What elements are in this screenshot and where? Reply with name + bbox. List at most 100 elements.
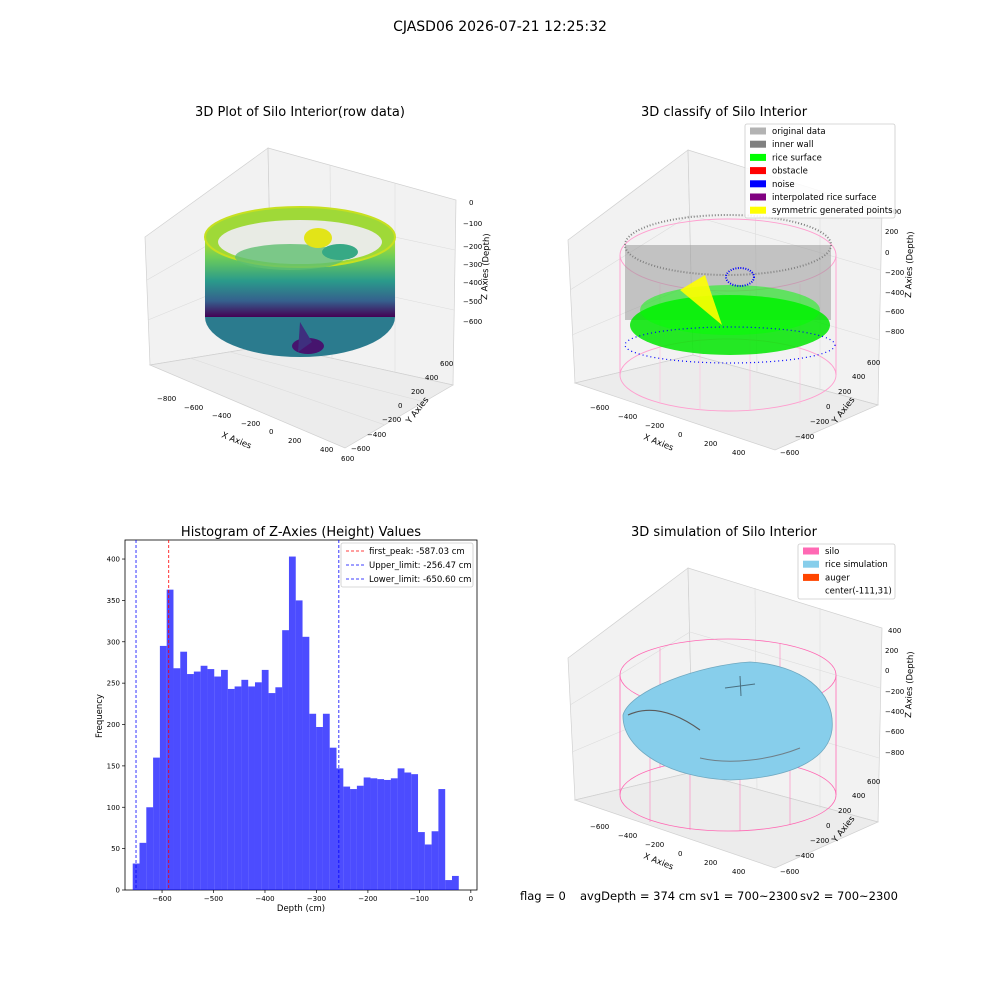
- legend-label: original data: [772, 127, 826, 137]
- histogram-panel: Histogram of Z-Axies (Height) Values −60…: [95, 525, 478, 914]
- histogram-x-tick-label: 0: [469, 895, 473, 903]
- histogram-bar: [438, 789, 446, 890]
- legend-swatch: [803, 560, 819, 568]
- svg-text:−200: −200: [645, 422, 664, 430]
- flag-status: flag = 0: [520, 889, 566, 903]
- histogram-bar: [411, 774, 419, 890]
- histogram-bar: [356, 785, 364, 890]
- svg-text:−200: −200: [810, 418, 829, 426]
- svg-text:400: 400: [852, 373, 865, 381]
- svg-text:−100: −100: [463, 220, 482, 228]
- svg-text:−600: −600: [351, 445, 370, 453]
- histogram-bar: [234, 686, 242, 890]
- svg-text:−800: −800: [885, 749, 904, 757]
- svg-text:−600: −600: [780, 868, 799, 876]
- svg-text:0: 0: [269, 428, 273, 436]
- histogram-bar: [309, 713, 317, 890]
- histogram-bar: [397, 768, 405, 890]
- svg-text:0: 0: [885, 249, 889, 257]
- histogram-bar: [295, 600, 303, 890]
- legend-swatch: [750, 180, 766, 188]
- svg-text:0: 0: [826, 822, 830, 830]
- histogram-bar: [187, 674, 194, 890]
- histogram-bar: [153, 757, 160, 890]
- svg-text:0: 0: [469, 199, 473, 207]
- histogram-y-ticks: 0 50 100 150 200 250 300 350 400: [107, 556, 125, 895]
- svg-text:0: 0: [678, 431, 682, 439]
- simulation-z-label: Z Axies (Depth): [904, 651, 916, 718]
- classify-x-label: X Axies: [642, 433, 675, 454]
- legend-swatch: [750, 140, 766, 148]
- histogram-x-tick-label: −100: [410, 895, 429, 903]
- svg-text:−600: −600: [780, 449, 799, 457]
- legend-label: center(-111,31): [825, 587, 892, 597]
- raw-x-label: X Axies: [220, 431, 253, 452]
- svg-text:400: 400: [852, 792, 865, 800]
- histogram-bar: [254, 682, 262, 890]
- histogram-bar: [451, 875, 459, 890]
- svg-text:−400: −400: [795, 852, 814, 860]
- classify-legend: original data inner wall rice surface obsta…: [744, 123, 896, 219]
- histogram-bar: [139, 842, 147, 890]
- svg-text:−200: −200: [382, 416, 401, 424]
- svg-text:−400: −400: [618, 832, 637, 840]
- histogram-bar: [390, 778, 398, 890]
- svg-text:600: 600: [867, 359, 880, 367]
- histogram-bar: [288, 556, 296, 890]
- histogram-bar: [166, 589, 174, 890]
- histogram-bar: [261, 669, 269, 890]
- svg-text:−200: −200: [885, 269, 904, 277]
- histogram-bar: [214, 676, 222, 890]
- legend-label: symmetric generated points: [772, 206, 893, 216]
- svg-text:−400: −400: [885, 708, 904, 716]
- simulation-y-ticks: 600 400 200 0 −200 −400 −600: [780, 778, 880, 876]
- simulation-x-label: X Axies: [642, 852, 675, 873]
- histogram-bar: [180, 651, 188, 890]
- histogram-bar: [207, 669, 215, 890]
- histogram-bar: [282, 630, 289, 890]
- legend-label: obstacle: [772, 167, 808, 177]
- histogram-x-tick-label: −300: [307, 895, 326, 903]
- simulation-legend: silo rice simulation auger center(-111,31): [797, 543, 896, 600]
- histogram-bar: [227, 688, 235, 890]
- histogram-bar: [363, 777, 371, 890]
- svg-text:−400: −400: [885, 289, 904, 297]
- histogram-bar: [221, 669, 228, 890]
- legend-swatch: [750, 206, 766, 214]
- histogram-bar: [316, 726, 323, 890]
- svg-text:400: 400: [888, 627, 901, 635]
- svg-text:200: 200: [704, 440, 717, 448]
- svg-text:−400: −400: [463, 279, 482, 287]
- histogram-bar: [241, 679, 249, 890]
- svg-text:200: 200: [411, 388, 424, 396]
- histogram-title: Histogram of Z-Axies (Height) Values: [181, 525, 421, 540]
- svg-text:−600: −600: [885, 308, 904, 316]
- sv1-status: sv1 = 700~2300: [700, 889, 798, 903]
- svg-text:−600: −600: [885, 728, 904, 736]
- svg-text:−400: −400: [367, 431, 386, 439]
- histogram-bar: [384, 779, 391, 890]
- svg-text:600: 600: [341, 455, 354, 463]
- legend-swatch: [750, 153, 766, 161]
- classify-panel: 3D classify of Silo Interior: [567, 105, 916, 457]
- histogram-y-tick-label: 400: [107, 556, 120, 564]
- legend-swatch: [750, 193, 766, 201]
- svg-text:200: 200: [885, 228, 898, 236]
- svg-text:200: 200: [838, 388, 851, 396]
- histogram-x-label: Depth (cm): [277, 904, 325, 914]
- svg-text:−600: −600: [590, 823, 609, 831]
- status-line: flag = 0 avgDepth = 374 cm sv1 = 700~230…: [520, 889, 898, 903]
- raw-silo-point-cloud: [204, 206, 396, 357]
- sv2-status: sv2 = 700~2300: [800, 889, 898, 903]
- histogram-bar: [431, 831, 439, 890]
- histogram-x-tick-label: −500: [204, 895, 223, 903]
- histogram-bar: [159, 645, 167, 890]
- histogram-y-tick-label: 300: [107, 638, 120, 646]
- legend-label: interpolated rice surface: [772, 193, 877, 203]
- raw-y-ticks: 600 400 200 0 −200 −400 −600: [351, 360, 453, 453]
- classify-y-ticks: 600 400 200 0 −200 −400 −600: [780, 359, 880, 457]
- histogram-bar: [275, 687, 283, 890]
- svg-text:0: 0: [678, 850, 682, 858]
- svg-text:400: 400: [732, 868, 745, 876]
